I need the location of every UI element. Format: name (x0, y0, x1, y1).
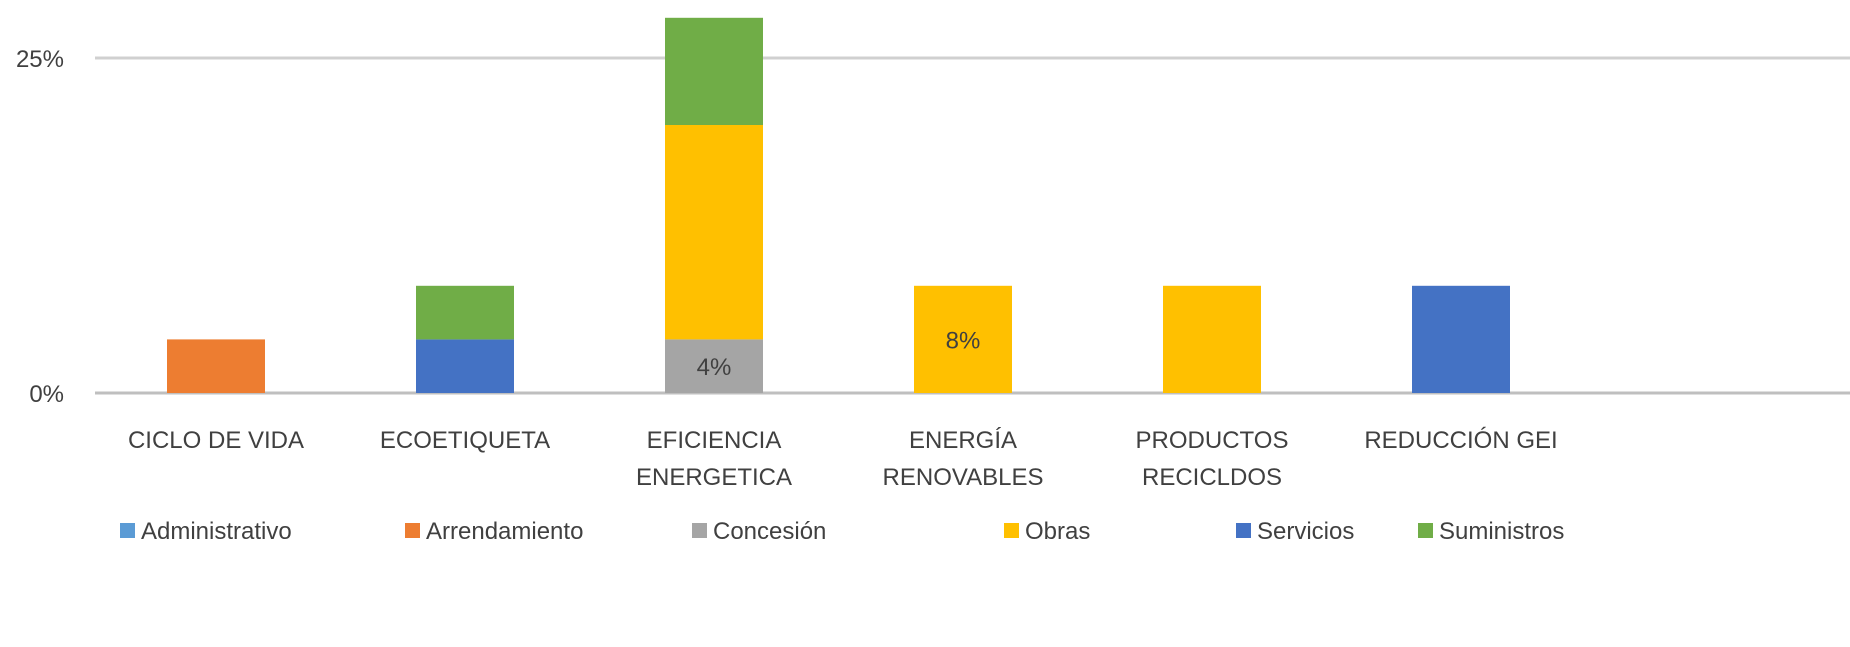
category-label: ENERGÍA (909, 427, 1017, 454)
bar-segment-obras (665, 125, 763, 340)
bar-segment-arrendamiento (167, 339, 265, 393)
y-tick-label: 25% (16, 46, 64, 73)
category-label: PRODUCTOS (1136, 427, 1289, 454)
bar-segment-suministros (416, 285, 514, 340)
data-label: 8% (946, 327, 981, 354)
legend-label: Suministros (1439, 518, 1564, 545)
data-labels: 4% 8% (697, 327, 981, 381)
bar-segment-obras (1163, 285, 1261, 393)
y-tick-label: 0% (29, 381, 64, 408)
data-label: 4% (697, 354, 732, 381)
category-label: RENOVABLES (883, 464, 1044, 491)
category-labels: CICLO DE VIDA ECOETIQUETA EFICIENCIA ENERGE… (128, 427, 1558, 491)
bar-segment-concesion (665, 339, 763, 393)
bars (167, 17, 1510, 393)
legend-label: Concesión (713, 518, 826, 545)
legend-swatch (405, 523, 420, 538)
legend-swatch (1004, 523, 1019, 538)
legend-label: Arrendamiento (426, 518, 583, 545)
legend-swatch (120, 523, 135, 538)
category-label: EFICIENCIA (647, 427, 782, 454)
legend-label: Servicios (1257, 518, 1354, 545)
y-axis-ticks: 0% 25% (16, 46, 64, 408)
bar-segment-servicios (416, 339, 514, 393)
category-label: ENERGETICA (636, 464, 792, 491)
category-label: REDUCCIÓN GEI (1364, 427, 1557, 454)
legend-swatch (1236, 523, 1251, 538)
bar-segment-obras (914, 285, 1012, 393)
legend-swatch (692, 523, 707, 538)
category-label: CICLO DE VIDA (128, 427, 304, 454)
legend-label: Administrativo (141, 518, 292, 545)
category-label: ECOETIQUETA (380, 427, 550, 454)
legend: Administrativo Arrendamiento Concesión Obra… (120, 518, 1564, 545)
legend-label: Obras (1025, 518, 1090, 545)
category-label: RECICLDOS (1142, 464, 1282, 491)
legend-swatch (1418, 523, 1433, 538)
bar-segment-suministros (665, 17, 763, 125)
bar-segment-servicios (1412, 285, 1510, 393)
